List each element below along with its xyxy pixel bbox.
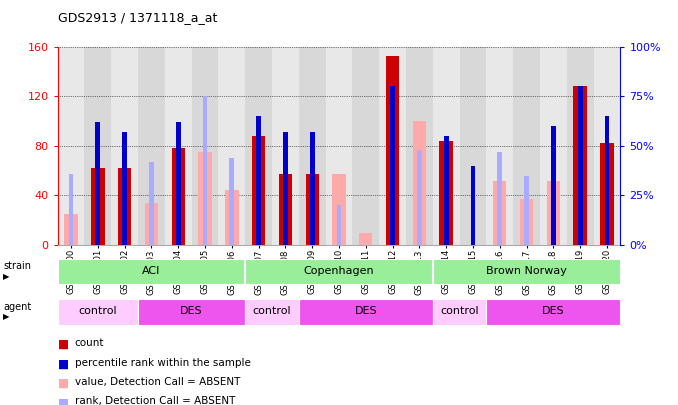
Bar <box>91 168 104 245</box>
Bar <box>58 47 85 245</box>
Bar <box>85 47 111 245</box>
Bar <box>471 166 475 245</box>
Bar <box>486 299 620 325</box>
Bar <box>551 126 556 245</box>
Bar <box>245 259 433 284</box>
Text: ■: ■ <box>58 358 68 371</box>
Bar <box>433 299 486 325</box>
Text: control: control <box>440 306 479 316</box>
Bar <box>433 259 620 284</box>
Bar <box>540 47 567 245</box>
Bar <box>283 132 288 245</box>
Bar <box>306 174 319 245</box>
Bar <box>574 86 587 245</box>
Bar <box>96 122 100 245</box>
Bar <box>225 190 239 245</box>
Bar <box>299 47 325 245</box>
Bar <box>68 174 73 245</box>
Bar <box>64 214 78 245</box>
Bar <box>567 47 593 245</box>
Text: ▶: ▶ <box>3 272 10 281</box>
Bar <box>149 162 154 245</box>
Bar <box>299 299 433 325</box>
Text: ■: ■ <box>58 377 68 390</box>
Bar <box>118 168 132 245</box>
Bar <box>58 299 138 325</box>
Bar <box>256 116 261 245</box>
Bar <box>58 259 245 284</box>
Bar <box>279 174 292 245</box>
Bar <box>444 136 449 245</box>
Bar <box>176 122 180 245</box>
Bar <box>379 47 406 245</box>
Bar <box>433 47 460 245</box>
Bar <box>359 232 372 245</box>
Bar <box>546 181 560 245</box>
Bar <box>386 56 399 245</box>
Bar <box>218 47 245 245</box>
Bar <box>417 150 422 245</box>
Bar <box>138 299 245 325</box>
Text: GDS2913 / 1371118_a_at: GDS2913 / 1371118_a_at <box>58 11 217 24</box>
Text: DES: DES <box>542 306 565 316</box>
Bar <box>600 143 614 245</box>
Bar <box>578 86 582 245</box>
Bar <box>332 174 346 245</box>
Bar <box>122 132 127 245</box>
Text: ■: ■ <box>58 396 68 405</box>
Bar <box>203 96 207 245</box>
Text: Copenhagen: Copenhagen <box>304 266 374 276</box>
Text: strain: strain <box>3 262 31 271</box>
Bar <box>498 152 502 245</box>
Bar <box>138 47 165 245</box>
Bar <box>245 47 272 245</box>
Bar <box>406 47 433 245</box>
Bar <box>336 205 342 245</box>
Text: control: control <box>253 306 292 316</box>
Bar <box>198 152 212 245</box>
Text: agent: agent <box>3 302 32 312</box>
Bar <box>325 47 353 245</box>
Bar <box>413 121 426 245</box>
Bar <box>165 47 192 245</box>
Bar <box>245 299 299 325</box>
Bar <box>513 47 540 245</box>
Text: ▶: ▶ <box>3 312 10 321</box>
Bar <box>252 136 265 245</box>
Bar <box>439 141 453 245</box>
Text: count: count <box>75 338 104 348</box>
Text: rank, Detection Call = ABSENT: rank, Detection Call = ABSENT <box>75 396 235 405</box>
Text: ■: ■ <box>58 338 68 351</box>
Bar <box>192 47 218 245</box>
Bar <box>520 199 534 245</box>
Bar <box>593 47 620 245</box>
Text: DES: DES <box>355 306 377 316</box>
Text: Brown Norway: Brown Norway <box>486 266 567 276</box>
Text: percentile rank within the sample: percentile rank within the sample <box>75 358 250 368</box>
Bar <box>486 47 513 245</box>
Bar <box>229 158 234 245</box>
Bar <box>144 203 158 245</box>
Text: value, Detection Call = ABSENT: value, Detection Call = ABSENT <box>75 377 240 387</box>
Text: ACI: ACI <box>142 266 161 276</box>
Bar <box>524 176 529 245</box>
Bar <box>310 132 315 245</box>
Bar <box>172 148 185 245</box>
Bar <box>460 47 486 245</box>
Bar <box>111 47 138 245</box>
Text: DES: DES <box>180 306 203 316</box>
Bar <box>353 47 379 245</box>
Bar <box>605 116 610 245</box>
Bar <box>390 86 395 245</box>
Text: control: control <box>79 306 117 316</box>
Bar <box>471 166 475 245</box>
Bar <box>493 181 506 245</box>
Bar <box>272 47 299 245</box>
